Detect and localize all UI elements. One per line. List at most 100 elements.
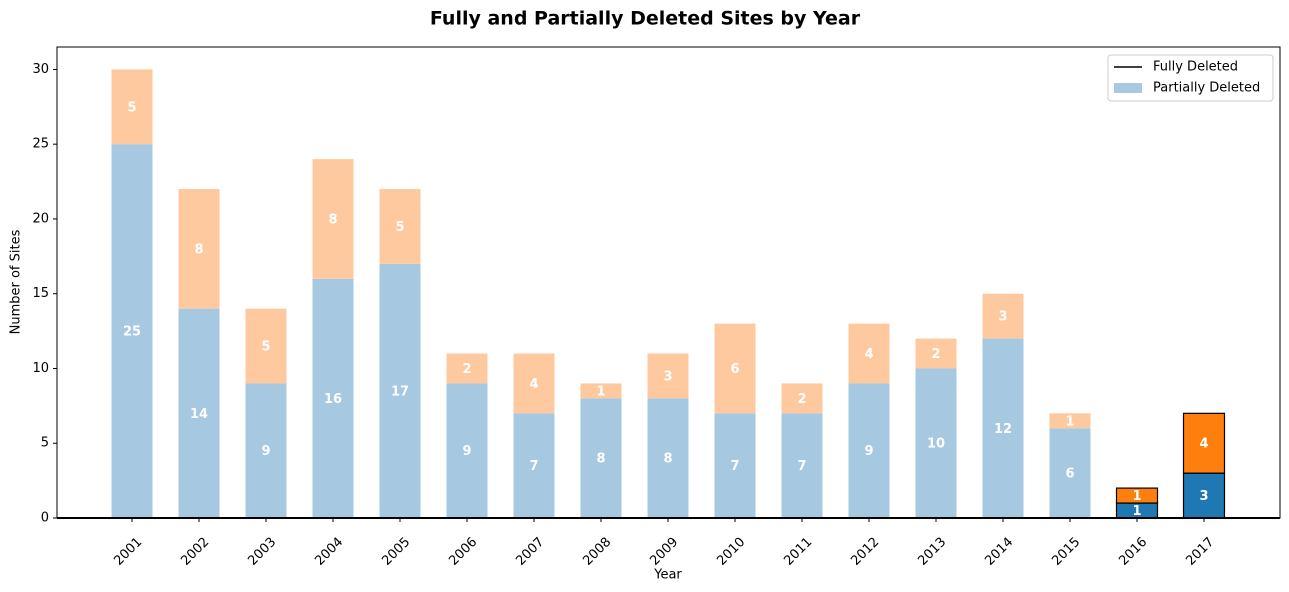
bar-segment [111, 69, 153, 145]
legend-box [1107, 54, 1274, 102]
data-label: 1 [1132, 489, 1141, 504]
bar-segment [1049, 413, 1091, 429]
x-tick-label: 2002 [178, 535, 212, 569]
bar-segment [580, 383, 622, 399]
data-label: 3 [1199, 489, 1208, 504]
x-tick-label: 2016 [1116, 535, 1150, 569]
x-tick-label: 2010 [714, 535, 748, 569]
x-tick-label: 2009 [647, 535, 681, 569]
bar-segment [1115, 487, 1159, 504]
x-tick-label: 2006 [446, 535, 480, 569]
legend-swatch [1114, 83, 1142, 93]
data-label: 5 [261, 340, 270, 355]
bar-segment [446, 353, 488, 384]
data-label: 7 [529, 459, 538, 474]
x-axis-label: Year [653, 568, 682, 583]
data-label: 4 [864, 347, 873, 362]
data-label: 9 [462, 444, 471, 459]
x-tick-label: 2013 [915, 535, 949, 569]
data-label: 4 [529, 377, 538, 392]
bar-segment [647, 398, 689, 518]
data-label: 4 [1199, 437, 1208, 452]
y-tick-label: 30 [32, 62, 49, 77]
x-tick-label: 2003 [245, 535, 279, 569]
y-tick-label: 0 [41, 511, 49, 526]
bar-segment [781, 413, 823, 518]
x-tick-label: 2014 [982, 535, 1016, 569]
legend-label: Fully Deleted [1153, 60, 1238, 75]
bar-segment [245, 383, 287, 518]
bar-segment [312, 278, 354, 518]
bar-segment [714, 323, 756, 414]
x-tick-label: 2004 [312, 535, 346, 569]
data-label: 6 [730, 362, 739, 377]
x-tick-label: 2012 [848, 535, 882, 569]
data-label: 2 [462, 362, 471, 377]
bar-segment [781, 383, 823, 414]
data-label: 25 [123, 325, 141, 340]
bar-segment [580, 398, 622, 518]
bar-segment [848, 383, 890, 518]
x-tick-label: 2007 [513, 535, 547, 569]
y-tick-label: 10 [32, 361, 49, 376]
data-label: 12 [994, 422, 1012, 437]
data-label: 7 [730, 459, 739, 474]
data-label: 1 [1132, 504, 1141, 519]
bar-segment [647, 353, 689, 399]
data-label: 3 [998, 310, 1007, 325]
data-label: 9 [864, 444, 873, 459]
chart-title: Fully and Partially Deleted Sites by Yea… [430, 8, 861, 30]
data-label: 8 [328, 212, 337, 227]
y-tick-label: 5 [41, 436, 49, 451]
bar-segment [245, 308, 287, 384]
data-label: 8 [663, 452, 672, 467]
bar-segment [915, 368, 957, 518]
data-label: 5 [395, 220, 404, 235]
bar-segment [178, 308, 220, 518]
bar-segment [379, 189, 421, 264]
bar-segment [1182, 412, 1226, 474]
x-tick-label: 2017 [1183, 535, 1217, 569]
x-tick-label: 2005 [379, 535, 413, 569]
bar-segment [982, 338, 1024, 518]
data-label: 2 [797, 392, 806, 407]
x-tick-label: 2015 [1049, 535, 1083, 569]
bar-segment [446, 383, 488, 518]
data-label: 16 [324, 392, 342, 407]
x-tick-label: 2001 [111, 535, 145, 569]
bar-segment [1049, 428, 1091, 518]
data-label: 5 [127, 100, 136, 115]
x-tick-label: 2011 [781, 535, 815, 569]
y-axis-label: Number of Sites [9, 229, 24, 334]
bar-segment [915, 338, 957, 369]
bar-segment [513, 353, 555, 414]
data-label: 9 [261, 444, 270, 459]
bar-segment [178, 189, 220, 309]
bar-segment [1182, 472, 1226, 519]
y-tick-label: 25 [32, 137, 49, 152]
bar-segment [982, 293, 1024, 339]
bar-segment [848, 323, 890, 384]
data-label: 17 [391, 384, 409, 399]
bar-segment [379, 263, 421, 518]
y-tick-label: 20 [32, 211, 49, 226]
bar-segment [513, 413, 555, 518]
data-label: 1 [596, 384, 605, 399]
bar-segment [312, 159, 354, 279]
data-label: 6 [1065, 467, 1074, 482]
bar-segment [714, 413, 756, 518]
data-label: 14 [190, 407, 208, 422]
data-label: 2 [931, 347, 940, 362]
y-tick-label: 15 [32, 286, 49, 301]
data-label: 3 [663, 369, 672, 384]
data-label: 10 [927, 437, 945, 452]
data-label: 8 [596, 452, 605, 467]
data-label: 1 [1065, 414, 1074, 429]
data-label: 7 [797, 459, 806, 474]
x-tick-label: 2008 [580, 535, 614, 569]
legend-label: Partially Deleted [1153, 81, 1260, 96]
data-label: 8 [194, 242, 203, 257]
bar-segment [111, 144, 153, 518]
